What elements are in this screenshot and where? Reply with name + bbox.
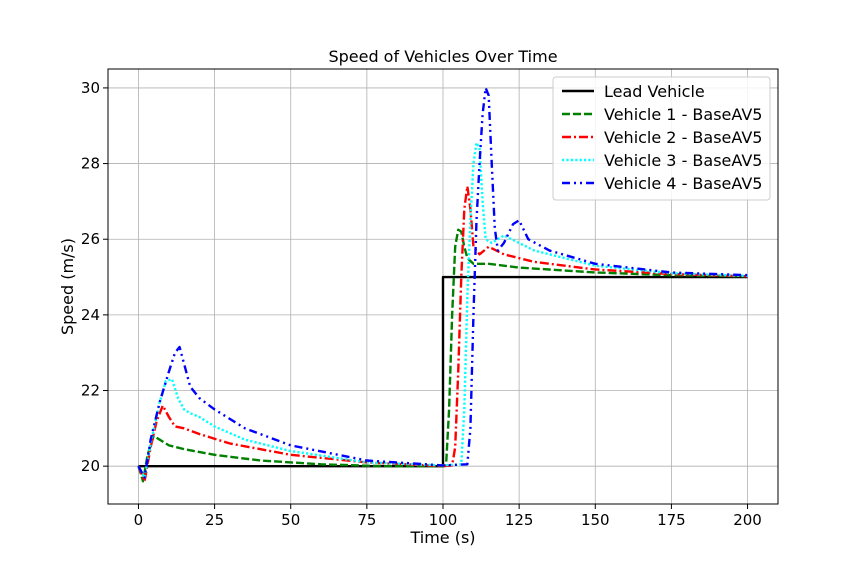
y-tick-label: 24	[81, 306, 100, 324]
y-tick-label: 30	[81, 79, 100, 97]
legend-box	[552, 76, 771, 201]
series-line-vehicle-1-baseav5	[137, 228, 748, 483]
x-tick-label: 175	[657, 511, 686, 529]
legend-label-vehicle-4-baseav5: Vehicle 4 - BaseAV5	[604, 174, 762, 193]
x-tick-label: 150	[581, 511, 610, 529]
x-tick-label: 100	[429, 511, 458, 529]
series-line-vehicle-2-baseav5	[137, 185, 748, 483]
x-axis-label: Time (s)	[409, 528, 475, 547]
y-axis-label: Speed (m/s)	[58, 238, 77, 335]
legend-label-vehicle-1-baseav5: Vehicle 1 - BaseAV5	[604, 105, 762, 124]
x-tick-label: 25	[205, 511, 224, 529]
series-line-vehicle-3-baseav5	[137, 141, 748, 479]
series-line-vehicle-4-baseav5	[137, 86, 748, 479]
series-layer	[137, 86, 748, 483]
legend-label-vehicle-3-baseav5: Vehicle 3 - BaseAV5	[604, 151, 762, 170]
ticks: 0 25 50 75 100 125 150 175 200 20 22 24 26 28 30	[81, 79, 762, 529]
legend-label-lead-vehicle: Lead Vehicle	[604, 82, 705, 101]
y-tick-label: 28	[81, 155, 100, 173]
x-tick-label: 75	[357, 511, 376, 529]
y-tick-label: 22	[81, 382, 100, 400]
x-tick-label: 125	[505, 511, 534, 529]
y-tick-label: 20	[81, 457, 100, 475]
x-tick-label: 200	[733, 511, 762, 529]
x-tick-label: 0	[134, 511, 144, 529]
legend: Lead Vehicle Vehicle 1 - BaseAV5 Vehicle 2…	[552, 76, 771, 201]
series-line-lead-vehicle	[138, 275, 748, 468]
chart-title: Speed of Vehicles Over Time	[328, 47, 557, 66]
x-tick-label: 50	[281, 511, 300, 529]
legend-label-vehicle-2-baseav5: Vehicle 2 - BaseAV5	[604, 128, 762, 147]
y-tick-label: 26	[81, 230, 100, 248]
